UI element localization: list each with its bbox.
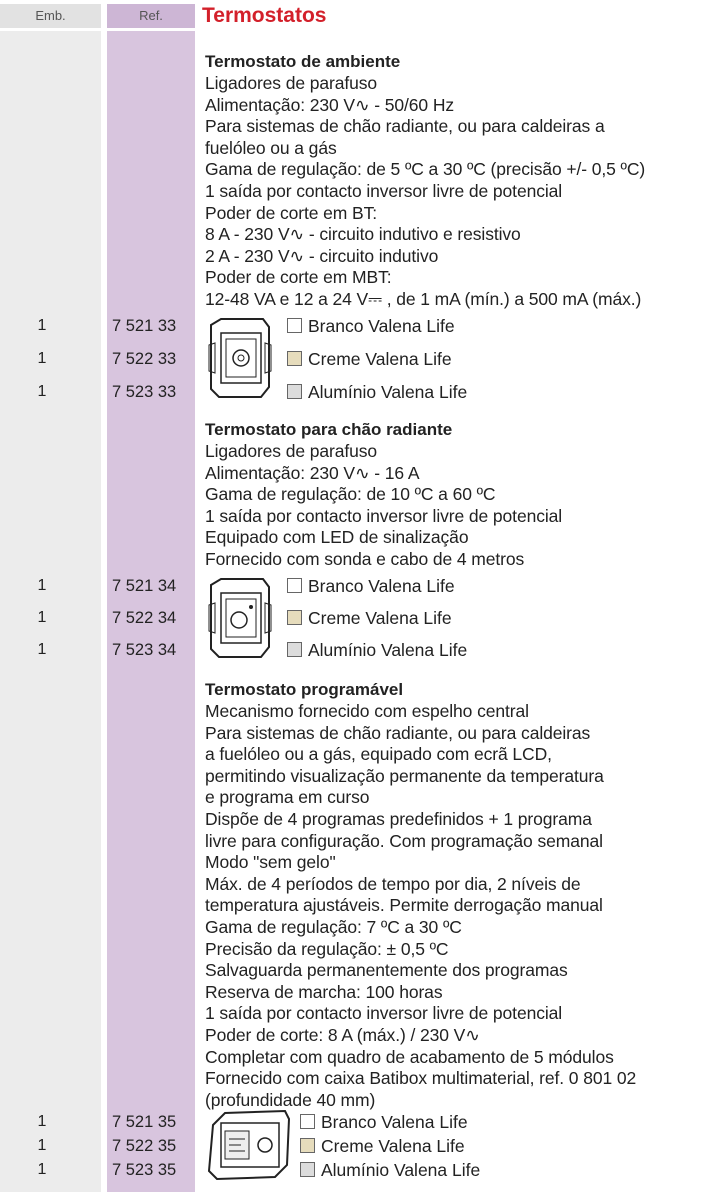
emb-value: 1 xyxy=(37,350,47,368)
product-image xyxy=(205,315,275,406)
section-title: Termostato programável xyxy=(205,680,404,699)
ref-value: 7 521 35 xyxy=(112,1113,177,1132)
description-line: permitindo visualização permanente da te… xyxy=(205,765,604,786)
description-line: Equipado com LED de sinalização xyxy=(205,527,469,548)
finish-label: Branco Valena Life xyxy=(321,1112,468,1133)
description-line: Modo "sem gelo" xyxy=(205,852,336,873)
ref-value: 7 521 34 xyxy=(112,576,177,595)
emb-column xyxy=(0,31,101,1192)
finish-label: Alumínio Valena Life xyxy=(308,382,468,403)
description-line: Salvaguarda permanentemente dos programa… xyxy=(205,960,568,981)
description-line: Fornecido com sonda e cabo de 4 metros xyxy=(205,549,525,569)
description-line: Para sistemas de chão radiante, ou para … xyxy=(205,722,591,743)
description-line: 8 A - 230 V∿ - circuito indutivo e resis… xyxy=(205,224,521,245)
finish-label: Creme Valena Life xyxy=(308,349,452,370)
description-line: 1 saída por contacto inversor livre de p… xyxy=(205,505,563,526)
color-swatch xyxy=(287,641,302,657)
description-line: (profundidade 40 mm) xyxy=(205,1089,376,1110)
description-line: Poder de corte em BT: xyxy=(205,202,378,223)
color-swatch xyxy=(300,1138,315,1154)
description-line: 1 saída por contacto inversor livre de p… xyxy=(205,181,563,201)
color-swatch xyxy=(300,1162,315,1178)
ref-value: 7 522 34 xyxy=(112,608,177,627)
ref-header: Ref. xyxy=(107,4,195,28)
emb-value: 1 xyxy=(37,608,47,626)
section-title: Termostato para chão radiante xyxy=(205,420,453,439)
description-line: Gama de regulação: 7 ºC a 30 ºC xyxy=(205,917,462,937)
finish-label: Alumínio Valena Life xyxy=(321,1160,481,1181)
description-line: Fornecido com caixa Batibox multimateria… xyxy=(205,1068,637,1089)
description-line: Poder de corte: 8 A (máx.) / 230 V∿ xyxy=(205,1025,480,1045)
description-line: Para sistemas de chão radiante, ou para … xyxy=(205,116,605,137)
ref-column xyxy=(107,31,195,1192)
description-line: Dispõe de 4 programas predefinidos + 1 p… xyxy=(205,809,592,829)
color-swatch xyxy=(287,351,302,367)
finish-label: Creme Valena Life xyxy=(308,607,452,628)
color-swatch xyxy=(287,318,302,334)
description-line: a fuelóleo ou a gás, equipado com ecrã L… xyxy=(205,744,552,765)
emb-value: 1 xyxy=(37,1161,47,1179)
product-image xyxy=(205,1109,291,1186)
description-line: Completar com quadro de acabamento de 5 … xyxy=(205,1046,614,1067)
page-title: Termostatos xyxy=(202,4,327,27)
color-swatch xyxy=(287,609,302,625)
ref-value: 7 522 33 xyxy=(112,350,177,369)
ref-value: 7 523 34 xyxy=(112,640,177,659)
description-line: Mecanismo fornecido com espelho central xyxy=(205,701,529,721)
description-line: Ligadores de parafuso xyxy=(205,73,378,93)
description-line: 2 A - 230 V∿ - circuito indutivo xyxy=(205,245,439,266)
description-line: e programa em curso xyxy=(205,787,370,808)
description-line: Alimentação: 230 V∿ - 50/60 Hz xyxy=(205,94,455,115)
section-title: Termostato de ambiente xyxy=(205,52,401,71)
description-line: Precisão da regulação: ± 0,5 ºC xyxy=(205,938,449,959)
emb-value: 1 xyxy=(37,1137,47,1155)
finish-label: Branco Valena Life xyxy=(308,575,455,596)
product-image xyxy=(205,575,275,666)
description-line: Alimentação: 230 V∿ - 16 A xyxy=(205,462,420,483)
description-line: 12-48 VA e 12 a 24 V⎓ , de 1 mA (mín.) a… xyxy=(205,289,642,309)
color-swatch xyxy=(287,577,302,593)
description-line: Poder de corte em MBT: xyxy=(205,267,392,288)
finish-label: Branco Valena Life xyxy=(308,316,455,337)
ref-value: 7 522 35 xyxy=(112,1137,177,1156)
ref-value: 7 523 33 xyxy=(112,383,177,402)
description-line: fuelóleo ou a gás xyxy=(205,137,337,158)
finish-label: Alumínio Valena Life xyxy=(308,639,468,660)
color-swatch xyxy=(300,1114,315,1130)
emb-header: Emb. xyxy=(0,4,101,28)
ref-value: 7 521 33 xyxy=(112,317,177,336)
description-line: Gama de regulação: de 5 ºC a 30 ºC (prec… xyxy=(205,159,646,180)
description-line: Reserva de marcha: 100 horas xyxy=(205,981,443,1002)
description-line: livre para configuração. Com programação… xyxy=(205,830,603,851)
emb-value: 1 xyxy=(37,640,47,658)
emb-value: 1 xyxy=(37,1113,47,1131)
emb-value: 1 xyxy=(37,383,47,401)
emb-value: 1 xyxy=(37,576,47,594)
description-line: Ligadores de parafuso xyxy=(205,441,378,461)
ref-value: 7 523 35 xyxy=(112,1161,177,1180)
description-line: 1 saída por contacto inversor livre de p… xyxy=(205,1003,563,1024)
description-line: Gama de regulação: de 10 ºC a 60 ºC xyxy=(205,484,496,505)
emb-value: 1 xyxy=(37,317,47,335)
finish-label: Creme Valena Life xyxy=(321,1136,465,1157)
description-line: Máx. de 4 períodos de tempo por dia, 2 n… xyxy=(205,873,581,894)
description-line: temperatura ajustáveis. Permite derrogaç… xyxy=(205,895,603,916)
color-swatch xyxy=(287,384,302,400)
